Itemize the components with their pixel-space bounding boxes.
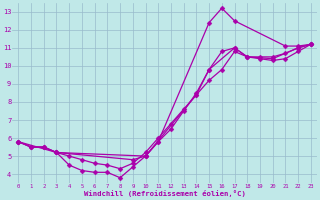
X-axis label: Windchill (Refroidissement éolien,°C): Windchill (Refroidissement éolien,°C) <box>84 190 245 197</box>
